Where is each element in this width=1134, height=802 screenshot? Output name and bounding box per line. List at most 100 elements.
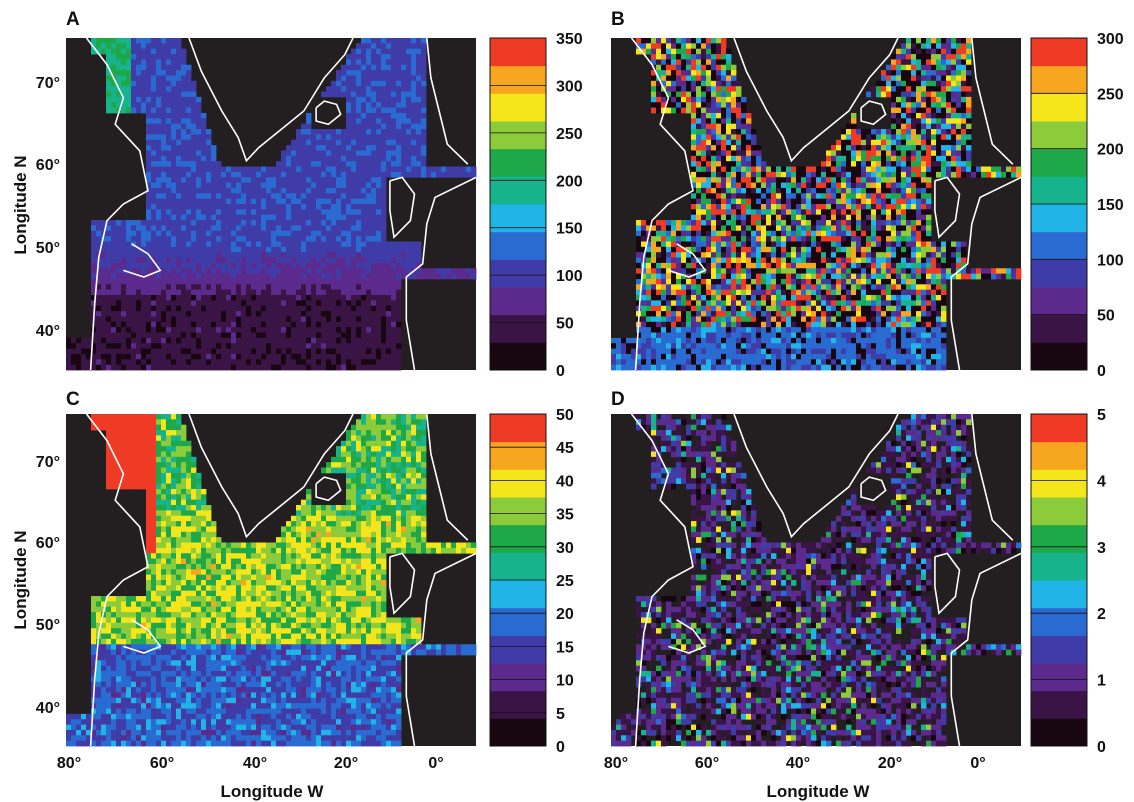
heatmap-cell bbox=[666, 48, 672, 55]
heatmap-cell bbox=[691, 38, 697, 44]
heatmap-cell bbox=[251, 177, 257, 183]
heatmap-cell bbox=[226, 171, 232, 178]
heatmap-cell bbox=[686, 96, 692, 103]
heatmap-cell bbox=[196, 187, 202, 194]
heatmap-cell bbox=[471, 166, 477, 173]
heatmap-cell bbox=[701, 129, 707, 135]
heatmap-cell bbox=[156, 155, 162, 162]
heatmap-cell bbox=[191, 236, 197, 242]
heatmap-cell bbox=[421, 70, 427, 76]
heatmap-cell bbox=[206, 300, 212, 307]
heatmap-cell bbox=[141, 64, 147, 71]
heatmap-cell bbox=[196, 123, 202, 130]
heatmap-cell bbox=[266, 278, 272, 285]
heatmap-cell bbox=[921, 91, 927, 98]
heatmap-cell bbox=[671, 236, 677, 242]
heatmap-cell bbox=[881, 145, 887, 151]
heatmap-cell bbox=[141, 86, 147, 92]
heatmap-cell bbox=[651, 225, 657, 232]
heatmap-cell bbox=[336, 337, 342, 344]
heatmap-cell bbox=[251, 353, 257, 360]
heatmap-cell bbox=[706, 230, 712, 237]
heatmap-cell bbox=[886, 80, 892, 87]
heatmap-cell bbox=[196, 268, 202, 275]
heatmap-cell bbox=[151, 182, 157, 189]
heatmap-cell bbox=[891, 123, 897, 130]
heatmap-cell bbox=[896, 112, 902, 119]
heatmap-cell bbox=[286, 332, 292, 339]
heatmap-cell bbox=[161, 284, 167, 291]
heatmap-cell bbox=[191, 241, 197, 248]
heatmap-cell bbox=[866, 150, 872, 157]
heatmap-cell bbox=[896, 107, 902, 114]
heatmap-cell bbox=[301, 284, 307, 291]
heatmap-cell bbox=[101, 43, 107, 50]
heatmap-cell bbox=[856, 220, 862, 226]
heatmap-cell bbox=[201, 268, 207, 275]
heatmap-cell bbox=[101, 343, 107, 349]
heatmap-cell bbox=[351, 209, 357, 216]
heatmap-cell bbox=[461, 273, 467, 280]
heatmap-cell bbox=[311, 278, 317, 285]
heatmap-cell bbox=[691, 204, 697, 210]
heatmap-cell bbox=[796, 177, 802, 183]
heatmap-cell bbox=[701, 236, 707, 242]
heatmap-cell bbox=[261, 209, 267, 216]
heatmap-cell bbox=[176, 327, 182, 333]
heatmap-cell bbox=[771, 187, 777, 194]
heatmap-cell bbox=[861, 139, 867, 146]
heatmap-cell bbox=[691, 107, 697, 114]
heatmap-cell bbox=[151, 54, 157, 60]
heatmap-cell bbox=[886, 182, 892, 189]
heatmap-cell bbox=[406, 118, 412, 125]
heatmap-cell bbox=[366, 129, 372, 135]
heatmap-cell bbox=[711, 123, 717, 130]
heatmap-cell bbox=[356, 59, 362, 66]
heatmap-cell bbox=[846, 177, 852, 183]
heatmap-cell bbox=[656, 102, 662, 109]
heatmap-cell bbox=[226, 225, 232, 232]
heatmap-cell bbox=[211, 246, 217, 253]
heatmap-cell bbox=[346, 230, 352, 237]
heatmap-cell bbox=[301, 241, 307, 248]
heatmap-cell bbox=[311, 273, 317, 280]
heatmap-cell bbox=[651, 96, 657, 103]
heatmap-cell bbox=[376, 48, 382, 55]
heatmap-cell bbox=[281, 193, 287, 200]
heatmap-cell bbox=[356, 145, 362, 151]
heatmap-cell bbox=[391, 332, 397, 339]
heatmap-cell bbox=[101, 359, 107, 366]
heatmap-cell bbox=[156, 316, 162, 323]
heatmap-cell bbox=[926, 64, 932, 71]
heatmap-cell bbox=[861, 182, 867, 189]
heatmap-cell bbox=[706, 86, 712, 92]
heatmap-cell bbox=[736, 246, 742, 253]
heatmap-cell bbox=[721, 236, 727, 242]
heatmap-cell bbox=[171, 177, 177, 183]
heatmap-cell bbox=[176, 209, 182, 216]
heatmap-cell bbox=[666, 220, 672, 226]
heatmap-cell bbox=[671, 102, 677, 109]
heatmap-cell bbox=[391, 107, 397, 114]
heatmap-cell bbox=[161, 198, 167, 205]
heatmap-cell bbox=[246, 262, 252, 269]
heatmap-cell bbox=[101, 241, 107, 248]
heatmap-cell bbox=[396, 278, 402, 285]
heatmap-cell bbox=[681, 91, 687, 98]
heatmap-cell bbox=[386, 64, 392, 71]
heatmap-cell bbox=[246, 343, 252, 349]
heatmap-cell bbox=[381, 54, 387, 60]
heatmap-cell bbox=[686, 64, 692, 71]
heatmap-cell bbox=[756, 193, 762, 200]
heatmap-cell bbox=[71, 343, 77, 349]
heatmap-cell bbox=[181, 343, 187, 349]
heatmap-cell bbox=[396, 171, 402, 178]
heatmap-cell bbox=[701, 54, 707, 60]
heatmap-cell bbox=[331, 327, 337, 333]
heatmap-cell bbox=[246, 236, 252, 242]
heatmap-cell bbox=[106, 268, 112, 275]
heatmap-cell bbox=[241, 321, 247, 328]
heatmap-cell bbox=[916, 118, 922, 125]
heatmap-cell bbox=[406, 155, 412, 162]
heatmap-cell bbox=[986, 171, 992, 178]
